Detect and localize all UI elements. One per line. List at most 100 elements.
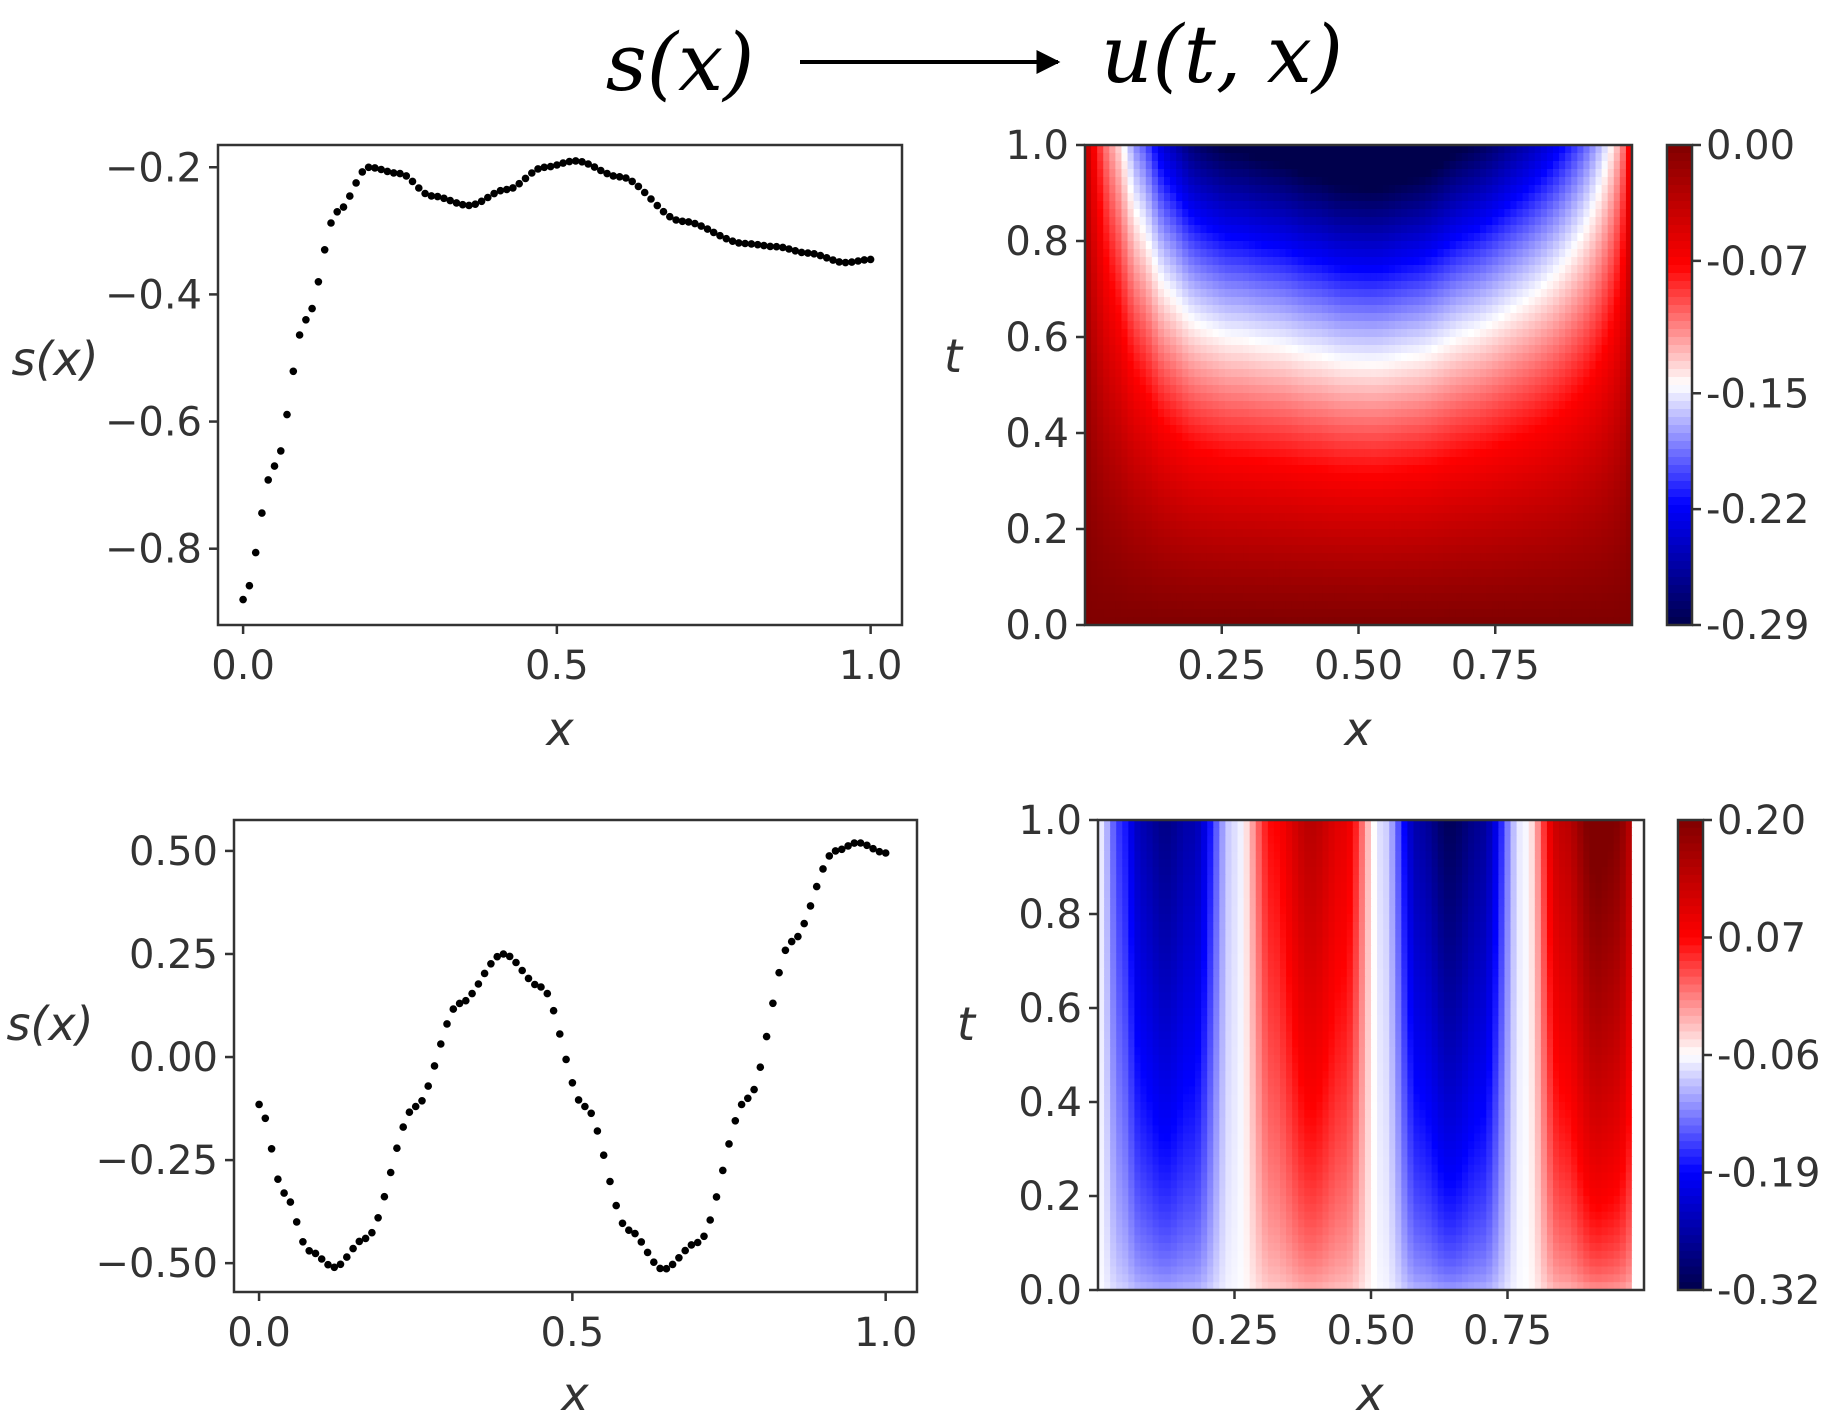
heatmap-cell: [1315, 569, 1323, 578]
heatmap-cell: [1279, 569, 1287, 578]
heatmap-cell: [1194, 489, 1202, 498]
heatmap-cell: [1510, 233, 1518, 242]
heatmap-cell: [1589, 209, 1597, 218]
heatmap-cell: [1522, 505, 1530, 514]
heatmap-cell: [1437, 561, 1445, 570]
heatmap-cell: [1085, 497, 1092, 506]
heatmap-cell: [1467, 457, 1475, 466]
heatmap-cell: [1595, 433, 1603, 442]
heatmap-cell: [1467, 545, 1475, 554]
heatmap-cell: [1170, 249, 1177, 258]
heatmap-cell: [1206, 233, 1214, 242]
heatmap-cell: [1303, 345, 1311, 354]
heatmap-cell: [1388, 361, 1396, 370]
heatmap-cell: [1200, 385, 1208, 394]
heatmap-cell: [1091, 169, 1098, 178]
heatmap-cell: [1492, 473, 1499, 482]
heatmap-cell: [1619, 513, 1627, 522]
heatmap-cell: [1510, 265, 1518, 274]
heatmap-cell: [1218, 481, 1226, 490]
heatmap-cell: [1595, 449, 1603, 458]
heatmap-cell: [1127, 441, 1135, 450]
heatmap-cell: [1249, 401, 1256, 410]
heatmap-cell: [1364, 241, 1372, 250]
heatmap-cell: [1243, 465, 1250, 474]
heatmap-cell: [1455, 145, 1463, 154]
heatmap-cell: [1200, 145, 1208, 154]
heatmap-cell: [1498, 281, 1506, 290]
heatmap-cell: [1571, 481, 1578, 490]
heatmap-cell: [1121, 305, 1129, 314]
data-point: [327, 219, 335, 227]
heatmap-cell: [1334, 201, 1341, 210]
data-point: [339, 203, 348, 211]
heatmap-cell: [1571, 465, 1578, 474]
heatmap-cell: [1309, 489, 1317, 498]
heatmap-cell: [1255, 209, 1262, 218]
heatmap-cell: [1139, 441, 1147, 450]
heatmap-cell: [1413, 153, 1420, 162]
heatmap-cell: [1249, 145, 1256, 154]
heatmap-cell: [1145, 305, 1153, 314]
heatmap-cell: [1218, 513, 1226, 522]
heatmap-cell: [1309, 217, 1317, 226]
heatmap-cell: [1267, 353, 1275, 362]
heatmap-cell: [1182, 353, 1190, 362]
heatmap-cell: [1534, 433, 1542, 442]
heatmap-cell: [1176, 393, 1183, 402]
heatmap-cell: [1370, 401, 1378, 410]
heatmap-cell: [1619, 561, 1627, 570]
heatmap-cell: [1607, 473, 1615, 482]
heatmap-cell: [1625, 569, 1633, 578]
heatmap-cell: [1334, 489, 1341, 498]
heatmap-cell: [1291, 497, 1299, 506]
heatmap-cell: [1176, 225, 1183, 234]
heatmap-cell: [1091, 369, 1098, 378]
heatmap-cell: [1486, 345, 1493, 354]
data-point: [697, 222, 705, 230]
heatmap-cell: [1467, 193, 1475, 202]
heatmap-cell: [1285, 433, 1293, 442]
heatmap-cell: [1297, 521, 1305, 530]
heatmap-cell: [1607, 369, 1615, 378]
heatmap-cell: [1473, 473, 1481, 482]
heatmap-cell: [1170, 537, 1177, 546]
heatmap-cell: [1273, 497, 1281, 506]
heatmap-cell: [1552, 233, 1560, 242]
heatmap-cell: [1273, 441, 1281, 450]
heatmap-cell: [1279, 185, 1287, 194]
heatmap-cell: [1565, 497, 1572, 506]
heatmap-cell: [1115, 377, 1123, 386]
heatmap-cell: [1431, 177, 1439, 186]
heatmap-cell: [1346, 241, 1354, 250]
heatmap-cell: [1121, 449, 1129, 458]
heatmap-cell: [1297, 225, 1305, 234]
heatmap-cell: [1394, 161, 1402, 170]
heatmap-cell: [1212, 305, 1220, 314]
heatmap-cell: [1170, 153, 1177, 162]
heatmap-cell: [1218, 249, 1226, 258]
heatmap-cell: [1322, 241, 1329, 250]
heatmap-cell: [1297, 257, 1305, 266]
heatmap-cell: [1151, 441, 1159, 450]
heatmap-cell: [1504, 425, 1512, 434]
heatmap-cell: [1176, 257, 1183, 266]
heatmap-cell: [1334, 441, 1341, 450]
heatmap-cell: [1449, 553, 1457, 562]
heatmap-cell: [1388, 489, 1396, 498]
heatmap-cell: [1613, 425, 1621, 434]
heatmap-cell: [1297, 433, 1305, 442]
heatmap-cell: [1164, 281, 1171, 290]
heatmap-cell: [1552, 449, 1560, 458]
heatmap-cell: [1206, 481, 1214, 490]
heatmap-cell: [1322, 257, 1329, 266]
heatmap-cell: [1546, 489, 1554, 498]
heatmap-cell: [1565, 161, 1572, 170]
heatmap-cell: [1145, 265, 1153, 274]
heatmap-cell: [1346, 177, 1354, 186]
heatmap-cell: [1449, 241, 1457, 250]
heatmap-cell: [1103, 505, 1111, 514]
heatmap-cell: [1127, 329, 1135, 338]
heatmap-cell: [1188, 241, 1196, 250]
heatmap-cell: [1589, 537, 1597, 546]
